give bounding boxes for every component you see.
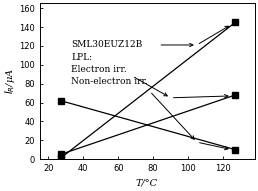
Text: Electron irr.: Electron irr. [71, 65, 127, 74]
Y-axis label: $I_R$/μA: $I_R$/μA [3, 68, 18, 94]
Text: LPL:: LPL: [71, 53, 92, 62]
X-axis label: T/°C: T/°C [136, 179, 158, 188]
Text: SML30EUZ12B: SML30EUZ12B [71, 40, 142, 49]
Text: Non-electron irr.: Non-electron irr. [71, 77, 148, 86]
